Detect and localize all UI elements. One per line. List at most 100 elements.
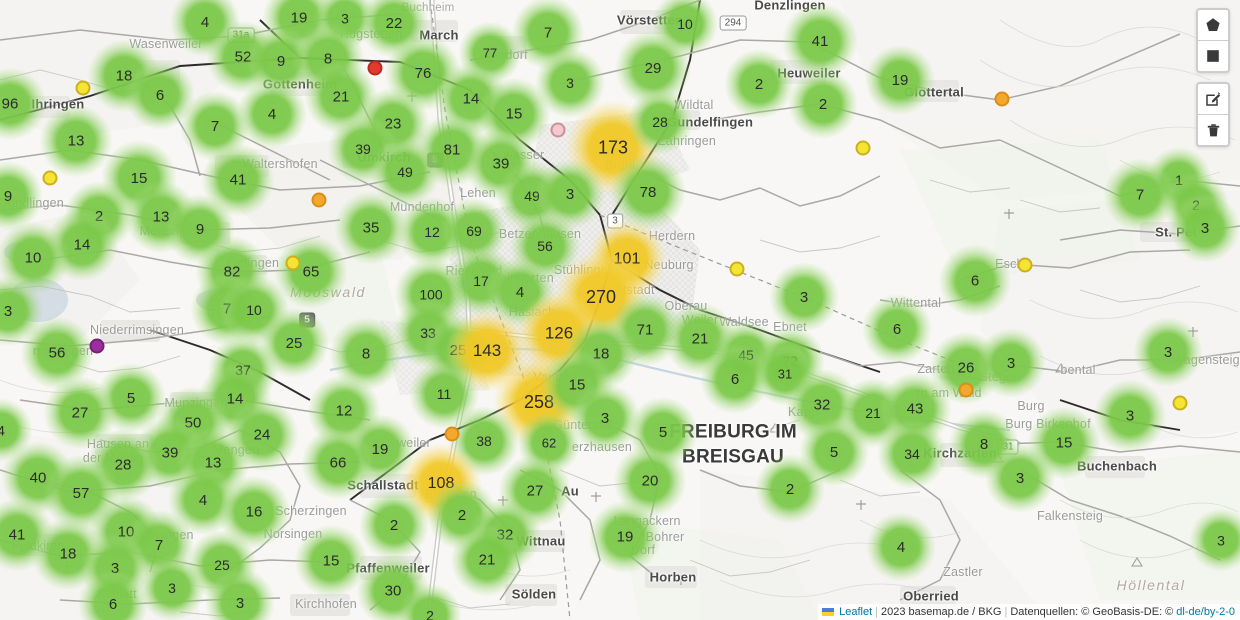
point-marker-orange[interactable]: [311, 192, 327, 208]
cluster-count: 28: [114, 456, 132, 474]
cluster-marker[interactable]: 28: [627, 89, 693, 155]
point-marker-orange[interactable]: [444, 426, 460, 442]
cluster-marker[interactable]: 2: [359, 490, 429, 560]
cluster-marker[interactable]: 19: [865, 45, 935, 115]
cluster-count: 24: [253, 426, 271, 444]
cluster-count: 16: [245, 503, 263, 521]
cluster-count: 39: [355, 141, 371, 157]
cluster-marker[interactable]: 15: [294, 524, 368, 598]
cluster-count: 14: [226, 390, 244, 408]
cluster-marker[interactable]: 2: [788, 69, 858, 139]
draw-rectangle-button[interactable]: [1198, 41, 1228, 71]
cluster-count: 65: [302, 263, 320, 281]
cluster-count: 4: [896, 538, 906, 556]
cluster-count: 19: [371, 440, 389, 458]
cluster-marker[interactable]: 3: [1133, 317, 1203, 387]
point-marker-orange[interactable]: [958, 382, 974, 398]
point-marker-yellow[interactable]: [75, 80, 91, 96]
cluster-count: 19: [290, 9, 308, 27]
cluster-count: 41: [229, 171, 247, 189]
cluster-marker[interactable]: 3: [1189, 508, 1240, 572]
cluster-marker[interactable]: 65: [274, 235, 348, 309]
cluster-count: 3: [341, 10, 349, 26]
point-marker-orange[interactable]: [994, 91, 1010, 107]
cluster-marker[interactable]: 35: [334, 191, 408, 265]
trash-icon: [1205, 122, 1222, 139]
cluster-marker[interactable]: 6: [862, 294, 932, 364]
cluster-count: 19: [616, 528, 634, 546]
cluster-marker[interactable]: 3: [976, 328, 1046, 398]
draw-tools-group[interactable]: [1196, 8, 1230, 73]
cluster-marker[interactable]: 13: [39, 104, 113, 178]
leaflet-draw-toolbar[interactable]: [1196, 8, 1230, 147]
road-shield: 294: [719, 15, 747, 31]
point-marker-yellow[interactable]: [729, 261, 745, 277]
cluster-count: 12: [424, 224, 440, 240]
cluster-count: 15: [130, 169, 148, 187]
cluster-count: 14: [73, 236, 91, 254]
cluster-count: 4: [267, 105, 277, 123]
cluster-marker[interactable]: 3: [985, 443, 1055, 513]
leaflet-link[interactable]: Leaflet: [839, 606, 873, 618]
point-marker-purple[interactable]: [89, 338, 105, 354]
edit-layers-button[interactable]: [1198, 84, 1228, 115]
cluster-count: 43: [906, 400, 924, 418]
cluster-marker[interactable]: 2: [755, 454, 825, 524]
cluster-count: 18: [59, 545, 77, 563]
cluster-marker[interactable]: 78: [610, 154, 686, 230]
cluster-count: 22: [385, 14, 403, 32]
cluster-marker[interactable]: 41: [782, 3, 858, 79]
cluster-marker[interactable]: 34: [877, 419, 947, 489]
rectangle-icon: [1205, 48, 1221, 64]
cluster-marker[interactable]: 10: [0, 221, 70, 295]
cluster-count: 143: [472, 341, 502, 360]
cluster-count: 71: [636, 321, 654, 339]
cluster-marker[interactable]: 4: [866, 512, 936, 582]
attribution-bar[interactable]: Leaflet | 2023 basemap.de / BKG | Datenq…: [818, 604, 1240, 620]
point-marker-pink[interactable]: [550, 122, 566, 138]
cluster-count: 35: [362, 219, 380, 237]
draw-polygon-button[interactable]: [1198, 10, 1228, 41]
cluster-marker[interactable]: 6: [78, 569, 148, 620]
point-marker-yellow[interactable]: [1017, 257, 1033, 273]
cluster-count: 9: [195, 220, 205, 238]
cluster-count: 9: [276, 52, 286, 70]
cluster-marker[interactable]: 66: [301, 426, 375, 500]
cluster-count: 77: [482, 45, 498, 61]
polygon-icon: [1205, 17, 1221, 33]
cluster-count: 30: [384, 582, 402, 600]
point-marker-yellow[interactable]: [1172, 395, 1188, 411]
cluster-count: 21: [478, 551, 496, 569]
cluster-count: 10: [246, 302, 262, 318]
cluster-marker[interactable]: 49: [370, 137, 440, 207]
cluster-count: 15: [1055, 434, 1073, 452]
cluster-count: 15: [568, 376, 586, 394]
cluster-marker[interactable]: 3: [1093, 379, 1167, 453]
cluster-count: 4: [200, 13, 210, 31]
cluster-marker[interactable]: 3: [139, 555, 205, 620]
cluster-count: 8: [361, 345, 371, 363]
point-marker-yellow[interactable]: [42, 170, 58, 186]
cluster-count: 8: [979, 435, 989, 453]
cluster-count: 3: [1217, 532, 1225, 548]
delete-layers-button[interactable]: [1198, 115, 1228, 145]
cluster-count: 21: [691, 330, 709, 348]
cluster-count: 3: [3, 302, 13, 320]
point-marker-red[interactable]: [367, 60, 383, 76]
cluster-marker[interactable]: 21: [450, 523, 524, 597]
cluster-marker[interactable]: 3: [205, 568, 275, 620]
cluster-count: 10: [677, 16, 693, 32]
cluster-count: 3: [565, 185, 575, 203]
point-marker-yellow[interactable]: [285, 255, 301, 271]
cluster-marker[interactable]: 3: [769, 262, 839, 332]
cluster-marker[interactable]: 4: [237, 79, 307, 149]
license-link[interactable]: dl-de/by-2-0: [1176, 606, 1235, 618]
cluster-marker[interactable]: 19: [588, 500, 662, 574]
cluster-marker[interactable]: 3: [1170, 193, 1240, 263]
leaflet-flag-icon: [822, 608, 835, 616]
point-marker-yellow[interactable]: [855, 140, 871, 156]
cluster-marker[interactable]: 6: [938, 244, 1012, 318]
cluster-marker[interactable]: 2: [724, 49, 794, 119]
edit-tools-group[interactable]: [1196, 82, 1230, 147]
